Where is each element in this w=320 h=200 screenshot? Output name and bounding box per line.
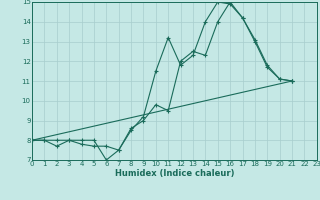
X-axis label: Humidex (Indice chaleur): Humidex (Indice chaleur) [115, 169, 234, 178]
